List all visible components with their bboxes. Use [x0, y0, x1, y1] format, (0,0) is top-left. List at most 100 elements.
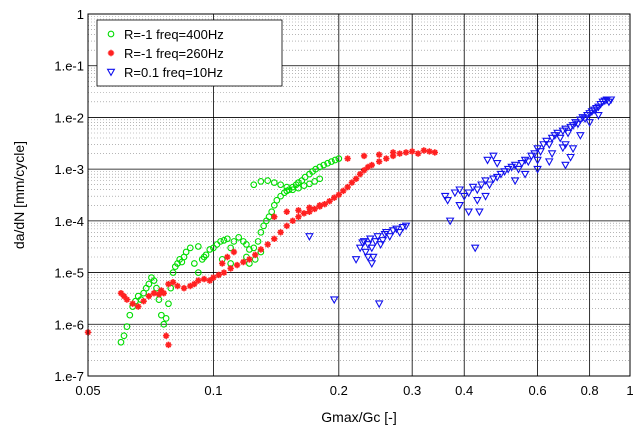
- data-point: [539, 141, 548, 150]
- data-point: [264, 177, 272, 184]
- data-point: [311, 205, 318, 213]
- data-point: [594, 112, 603, 120]
- data-point: [240, 258, 247, 266]
- data-point: [500, 168, 509, 177]
- y-tick-label: 1.e-2: [54, 110, 84, 125]
- data-point: [360, 152, 368, 160]
- x-tick-label: 0.05: [75, 383, 100, 398]
- data-point: [335, 191, 343, 198]
- data-point: [364, 163, 372, 171]
- data-point: [223, 235, 231, 243]
- data-point: [517, 159, 527, 168]
- legend-label: R=-1 freq=400Hz: [124, 27, 224, 42]
- data-point: [514, 165, 523, 174]
- x-tick-label: 0.1: [204, 383, 222, 398]
- data-point: [331, 156, 339, 164]
- data-point: [219, 260, 226, 267]
- data-point: [210, 274, 217, 281]
- data-point: [395, 229, 405, 237]
- data-point: [158, 311, 165, 319]
- data-point: [215, 271, 222, 279]
- data-point: [553, 129, 562, 138]
- data-point: [483, 156, 492, 165]
- data-point: [530, 150, 539, 159]
- data-point: [300, 210, 308, 217]
- legend-entry: R=-1 freq=260Hz: [107, 46, 224, 61]
- data-point: [445, 217, 455, 226]
- y-tick-label: 1.e-6: [54, 317, 84, 332]
- data-point: [273, 196, 281, 204]
- data-point: [578, 114, 588, 122]
- data-point: [120, 292, 128, 300]
- data-point: [348, 179, 356, 186]
- data-point: [492, 159, 502, 168]
- data-point: [351, 256, 361, 264]
- data-point: [200, 253, 208, 261]
- data-point: [169, 269, 177, 276]
- data-point: [464, 208, 474, 217]
- data-point: [489, 152, 498, 161]
- data-point: [374, 300, 384, 309]
- data-point: [585, 119, 594, 127]
- data-point: [376, 241, 385, 249]
- data-point: [283, 208, 290, 215]
- data-point: [472, 186, 482, 195]
- data-point: [368, 161, 375, 169]
- data-point: [206, 246, 214, 253]
- data-point: [598, 98, 608, 107]
- data-point: [135, 303, 142, 310]
- data-point: [561, 125, 570, 134]
- y-tick-label: 1.e-4: [54, 214, 84, 229]
- data-point: [375, 151, 383, 158]
- data-point: [420, 147, 428, 154]
- data-point: [431, 149, 439, 156]
- data-point: [363, 253, 373, 262]
- data-point: [187, 282, 194, 290]
- data-point: [602, 96, 612, 105]
- data-point: [217, 238, 224, 245]
- data-point: [220, 236, 228, 244]
- data-point: [206, 277, 213, 284]
- data-point: [571, 119, 580, 127]
- data-point: [408, 148, 416, 155]
- data-point: [227, 244, 235, 252]
- data-point: [169, 279, 177, 286]
- data-point: [561, 161, 570, 170]
- data-point: [145, 292, 153, 300]
- series-1: [117, 155, 343, 346]
- data-point: [426, 148, 433, 155]
- legend-entry: R=-1 freq=400Hz: [107, 27, 224, 42]
- data-point: [533, 156, 542, 165]
- data-point: [324, 159, 331, 167]
- data-point: [283, 183, 291, 191]
- data-point: [107, 30, 115, 38]
- data-point: [270, 201, 278, 209]
- data-point: [566, 153, 575, 162]
- data-point: [107, 49, 115, 57]
- data-point: [489, 175, 498, 184]
- data-point: [320, 161, 328, 169]
- data-point: [316, 163, 324, 171]
- data-point: [186, 244, 194, 252]
- data-point: [123, 323, 131, 331]
- plot-frame: [87, 13, 631, 377]
- data-point: [459, 192, 469, 201]
- data-point: [368, 253, 378, 262]
- data-point: [356, 170, 364, 178]
- data-point: [252, 251, 259, 259]
- data-point: [470, 244, 480, 253]
- data-point: [352, 175, 360, 183]
- data-point: [160, 289, 167, 297]
- data-point: [563, 129, 573, 138]
- data-point: [295, 213, 302, 220]
- data-point: [123, 296, 131, 303]
- data-point: [580, 115, 590, 124]
- x-tick-label: 0.3: [403, 383, 421, 398]
- data-point: [576, 132, 585, 140]
- data-point: [555, 134, 565, 143]
- data-point: [536, 148, 545, 156]
- data-point: [344, 183, 351, 191]
- data-point: [210, 244, 217, 252]
- data-point: [358, 239, 367, 248]
- data-point: [383, 155, 390, 162]
